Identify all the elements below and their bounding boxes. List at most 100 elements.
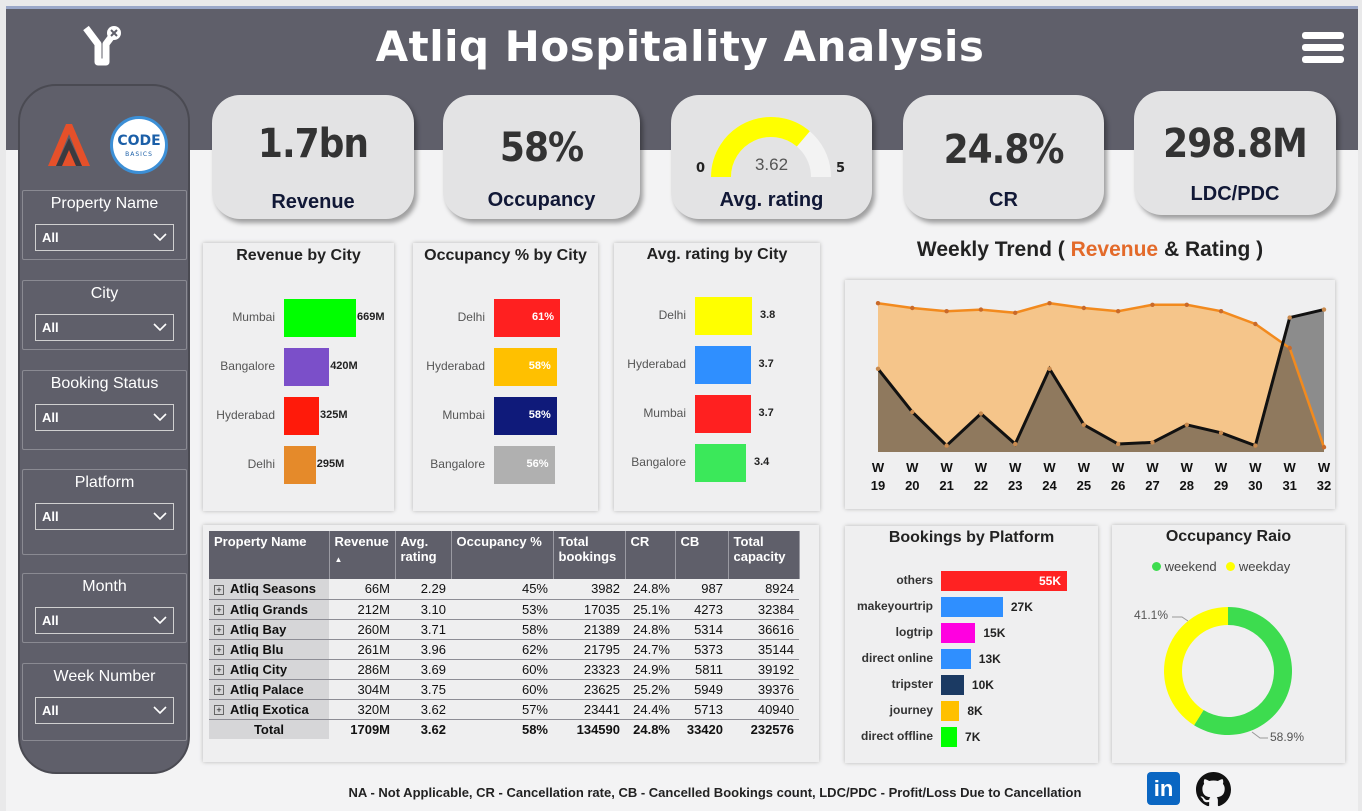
table-body: + Atliq Seasons 66M 2.29 45% 3982 24.8% 987 8924… — [209, 579, 799, 739]
data-label: 56% — [526, 458, 549, 470]
chevron-down-icon — [153, 413, 167, 422]
table-cell: + Atliq Palace — [209, 679, 329, 700]
data-label: 3.8 — [760, 309, 776, 321]
chevron-down-icon — [153, 616, 167, 625]
x-tick-label: W — [872, 460, 885, 475]
property-table-panel: Property Name Revenue ▲ Avg. rating Occupanc… — [203, 525, 819, 762]
data-point — [875, 301, 881, 306]
chart-title: Occupancy % by City — [424, 247, 587, 264]
table-row[interactable]: + Atliq Palace 304M 3.75 60% 23625 25.2% 5949 39… — [209, 679, 799, 700]
column-header[interactable]: CB — [675, 531, 729, 579]
revenue-line — [877, 301, 1326, 448]
occupancy-by-city-chart: Occupancy % by City Delhi 61% Hyderabad 58%… — [413, 243, 598, 511]
table-row[interactable]: + Atliq Exotica 320M 3.62 57% 23441 24.4% 5713 4… — [209, 699, 799, 720]
table-row[interactable]: + Atliq Seasons 66M 2.29 45% 3982 24.8% 987 8924 — [209, 579, 799, 600]
table-cell: 66M — [329, 579, 395, 600]
x-tick-label: 29 — [1214, 478, 1228, 493]
kpi-cr-card: 24.8% CR — [903, 95, 1104, 219]
table-cell: 24.7% — [625, 639, 675, 660]
expand-icon[interactable]: + — [214, 705, 224, 716]
table-cell: 134590 — [576, 721, 620, 737]
x-tick-label: W — [1249, 460, 1262, 475]
github-icon[interactable] — [1196, 772, 1231, 807]
data-label: 27K — [1010, 600, 1033, 614]
table-cell: 261M — [329, 639, 395, 660]
table-cell: 45% — [451, 579, 553, 600]
donut-slice-weekday — [1164, 607, 1228, 726]
expand-icon[interactable]: + — [214, 605, 224, 616]
table-cell: 36616 — [728, 619, 799, 640]
table-cell: + Atliq City — [209, 659, 329, 680]
week-number-dropdown[interactable]: All — [35, 697, 174, 724]
column-header[interactable]: CR — [625, 531, 676, 579]
kpi-label: CR — [989, 189, 1018, 211]
data-point — [1047, 366, 1052, 371]
table-cell: 32384 — [728, 599, 799, 620]
table-cell: 3.75 — [395, 679, 451, 700]
bookings-by-platform-chart: Bookings by Platform others 55K makeyourtr… — [845, 526, 1098, 763]
data-point — [910, 305, 915, 311]
table-row[interactable]: + Atliq City 286M 3.69 60% 23323 24.9% 5811 3919… — [209, 659, 799, 680]
booking-status-dropdown[interactable]: All — [35, 404, 174, 431]
table-row[interactable]: + Atliq Grands 212M 3.10 53% 17035 25.1% 4273 32… — [209, 599, 799, 620]
column-header[interactable]: Property Name — [209, 531, 330, 579]
expand-icon[interactable]: + — [214, 685, 224, 696]
x-tick-label: 32 — [1317, 478, 1331, 493]
kpi-ldc-card: 298.8M LDC/PDC — [1134, 91, 1336, 215]
table-cell: 21389 — [553, 619, 625, 640]
table-cell: 4273 — [675, 599, 728, 620]
city-dropdown[interactable]: All — [35, 314, 174, 341]
expand-icon[interactable]: + — [214, 645, 224, 656]
table-row[interactable]: + Atliq Blu 261M 3.96 62% 21795 24.7% 5373 35144 — [209, 639, 799, 660]
x-tick-label: W — [1181, 460, 1194, 475]
category-label: Bangalore — [430, 457, 485, 471]
x-tick-label: 19 — [871, 478, 885, 493]
table-row[interactable]: + Atliq Bay 260M 3.71 58% 21389 24.8% 5314 36616 — [209, 619, 799, 640]
platform-dropdown[interactable]: All — [35, 503, 174, 530]
x-tick-label: W — [1009, 460, 1022, 475]
gauge-max: 5 — [836, 161, 846, 176]
expand-icon[interactable]: + — [214, 665, 224, 676]
kpi-value: 1.7bn — [257, 121, 369, 167]
column-header[interactable]: Occupancy % — [451, 531, 554, 579]
legend-weekend-marker — [1152, 562, 1161, 571]
column-header[interactable]: Total bookings — [553, 531, 626, 579]
linkedin-icon[interactable]: in — [1147, 772, 1180, 805]
table-cell: 286M — [329, 659, 395, 680]
column-header[interactable]: Avg. rating — [395, 531, 452, 579]
data-point — [1218, 309, 1224, 314]
revenue-area — [878, 303, 1324, 452]
bar — [284, 348, 330, 386]
dropdown-value: All — [42, 703, 59, 718]
codebasics-logo-subtext: BASICS — [125, 151, 153, 158]
column-header[interactable]: Revenue ▲ — [329, 531, 396, 579]
hamburger-menu-icon[interactable] — [1302, 32, 1344, 70]
data-point — [1081, 305, 1087, 311]
table-cell: 232576 — [750, 721, 794, 737]
dropdown-value: All — [42, 230, 59, 245]
chevron-down-icon — [153, 706, 167, 715]
table-cell: 25.1% — [625, 599, 675, 620]
expand-icon[interactable]: + — [214, 584, 224, 595]
data-point — [1115, 441, 1121, 447]
slicer-month: Month All — [22, 573, 187, 643]
expand-icon[interactable]: + — [214, 625, 224, 636]
gauge-min: 0 — [696, 161, 706, 176]
column-header[interactable]: Total capacity — [728, 531, 800, 579]
chart-title: Bookings by Platform — [888, 529, 1055, 546]
table-cell: 57% — [451, 699, 553, 720]
table-cell: 5314 — [675, 619, 728, 640]
slicer-label: Property Name — [50, 195, 159, 212]
category-label: Mumbai — [442, 408, 485, 422]
x-tick-label: W — [1112, 460, 1125, 475]
month-dropdown[interactable]: All — [35, 607, 174, 634]
codebasics-logo: CODE BASICS — [110, 116, 168, 174]
data-point — [910, 409, 915, 415]
table-cell: 24.8% — [625, 579, 675, 600]
data-point — [1321, 307, 1327, 312]
table-cell: 25.2% — [625, 679, 675, 700]
property-name-dropdown[interactable]: All — [35, 224, 174, 251]
x-tick-label: W — [906, 460, 919, 475]
x-tick-label: W — [940, 460, 953, 475]
bar — [494, 446, 555, 484]
